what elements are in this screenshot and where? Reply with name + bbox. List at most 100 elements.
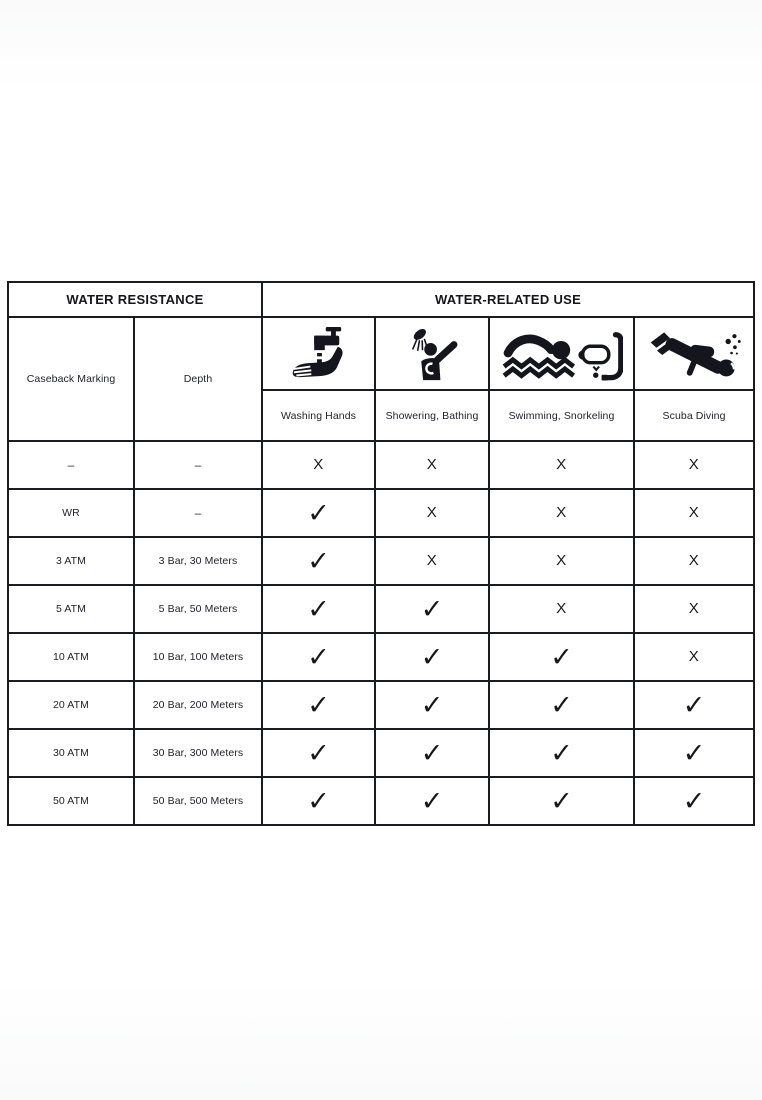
depth-cell: 10 Bar, 100 Meters — [133, 632, 263, 682]
mark-cell: ✓ — [374, 680, 490, 730]
mark: ✓ — [307, 641, 330, 673]
mark-cell: ✓ — [374, 584, 490, 634]
scuba-diving-label: Scuba Diving — [632, 389, 756, 442]
mark-cell: ✓ — [374, 632, 490, 682]
marking-cell: – — [7, 440, 135, 490]
page-edge-shading-top — [0, 0, 762, 90]
mark-cell: X — [488, 488, 635, 538]
scuba-diving-icon-cell — [632, 316, 756, 391]
mark: X — [556, 600, 567, 617]
marking-cell: 30 ATM — [7, 728, 135, 778]
mark: ✓ — [420, 737, 444, 769]
mark-cell: ✓ — [261, 776, 376, 826]
mark: ✓ — [420, 593, 444, 625]
depth-cell: 5 Bar, 50 Meters — [133, 584, 263, 634]
mark: ✓ — [307, 785, 330, 817]
mark-cell: ✓ — [488, 632, 635, 682]
mark-cell: X — [488, 584, 635, 634]
mark-cell: ✓ — [488, 776, 635, 826]
table-row: 5 ATM 5 Bar, 50 Meters ✓ ✓ X X — [7, 584, 756, 634]
mark-cell: X — [374, 536, 490, 586]
depth-cell: 3 Bar, 30 Meters — [133, 536, 263, 586]
mark: X — [426, 552, 438, 569]
mark-cell: ✓ — [261, 488, 376, 538]
washing-hands-icon-cell — [261, 316, 376, 391]
mark: X — [556, 552, 567, 569]
mark: ✓ — [550, 785, 573, 817]
mark-cell: X — [374, 488, 490, 538]
page-edge-shading-bottom — [0, 980, 762, 1100]
mark: ✓ — [307, 497, 330, 529]
depth-cell: 30 Bar, 300 Meters — [133, 728, 263, 778]
mark-cell: X — [374, 440, 490, 490]
depth-cell: 20 Bar, 200 Meters — [133, 680, 263, 730]
showering-bathing-label: Showering, Bathing — [374, 389, 490, 442]
mark-cell: X — [632, 536, 756, 586]
mark: ✓ — [682, 689, 706, 721]
water-related-use-header: WATER-RELATED USE — [260, 281, 756, 318]
mark: ✓ — [307, 545, 330, 577]
activity-label-row: Washing Hands Showering, Bathing Swimmin… — [8, 389, 756, 442]
mark-cell: ✓ — [261, 728, 376, 778]
mark: ✓ — [682, 737, 706, 769]
scuba-diving-icon — [636, 328, 752, 380]
table-row: 3 ATM 3 Bar, 30 Meters ✓ X X X — [7, 536, 756, 586]
table-row: 20 ATM 20 Bar, 200 Meters ✓ ✓ ✓ ✓ — [7, 680, 756, 730]
mark-cell: ✓ — [261, 536, 376, 586]
mark-cell: ✓ — [261, 584, 376, 634]
mark-cell: ✓ — [488, 728, 635, 778]
mark: X — [688, 648, 700, 665]
mark-cell: ✓ — [632, 728, 756, 778]
swimming-snorkeling-icon — [491, 327, 632, 381]
marking-cell: 20 ATM — [7, 680, 135, 730]
table-row: 10 ATM 10 Bar, 100 Meters ✓ ✓ ✓ X — [7, 632, 756, 682]
mark: ✓ — [420, 689, 444, 721]
mark: X — [556, 456, 567, 473]
mark: ✓ — [682, 785, 706, 817]
depth-cell: – — [133, 440, 263, 490]
mark: X — [688, 600, 700, 617]
swimming-snorkeling-label: Swimming, Snorkeling — [488, 389, 635, 442]
table-row: WR – ✓ X X X — [7, 488, 756, 538]
marking-cell: 5 ATM — [7, 584, 135, 634]
mark: X — [426, 456, 438, 473]
mark-cell: X — [488, 440, 635, 490]
mark: X — [688, 456, 700, 473]
mark-cell: ✓ — [261, 632, 376, 682]
marking-cell: 3 ATM — [7, 536, 135, 586]
mark-cell: ✓ — [374, 728, 490, 778]
depth-cell: – — [133, 488, 263, 538]
marking-cell: 10 ATM — [7, 632, 135, 682]
mark-cell: ✓ — [261, 680, 376, 730]
depth-column-header: Depth — [133, 316, 263, 442]
mark: ✓ — [550, 689, 573, 721]
swimming-snorkeling-icon-cell — [488, 316, 635, 391]
mark: ✓ — [550, 737, 573, 769]
table-row: 30 ATM 30 Bar, 300 Meters ✓ ✓ ✓ ✓ — [7, 728, 756, 778]
table-row: 50 ATM 50 Bar, 500 Meters ✓ ✓ ✓ ✓ — [7, 776, 756, 826]
table-group-header-row: WATER RESISTANCE WATER-RELATED USE — [7, 281, 756, 318]
mark: X — [688, 552, 700, 569]
mark-cell: ✓ — [488, 680, 635, 730]
mark: ✓ — [307, 593, 330, 625]
marking-cell: 50 ATM — [7, 776, 135, 826]
mark: ✓ — [307, 689, 330, 721]
mark-cell: X — [261, 440, 376, 490]
table-row: – – X X X X — [7, 440, 756, 490]
mark-cell: X — [632, 488, 756, 538]
showering-icon — [377, 326, 487, 382]
mark: X — [313, 456, 324, 473]
mark-cell: X — [632, 584, 756, 634]
water-resistance-table: WATER RESISTANCE WATER-RELATED USE Caseb… — [7, 281, 756, 826]
mark-cell: ✓ — [374, 776, 490, 826]
mark-cell: X — [632, 440, 756, 490]
mark-cell: ✓ — [632, 680, 756, 730]
mark: ✓ — [550, 641, 573, 673]
marking-cell: WR — [7, 488, 135, 538]
showering-icon-cell — [374, 316, 490, 391]
mark-cell: X — [632, 632, 756, 682]
depth-cell: 50 Bar, 500 Meters — [133, 776, 263, 826]
mark: ✓ — [420, 641, 444, 673]
caseback-marking-column-header: Caseback Marking — [7, 316, 135, 442]
